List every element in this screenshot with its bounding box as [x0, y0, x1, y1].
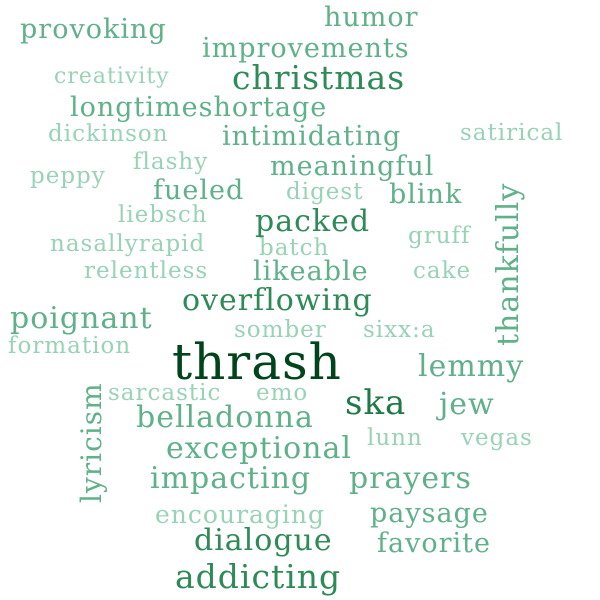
word-exceptional: exceptional	[166, 431, 352, 466]
word-lemmy: lemmy	[418, 349, 525, 384]
word-poignant: poignant	[10, 301, 153, 336]
word-creativity: creativity	[54, 64, 170, 89]
word-blink: blink	[389, 179, 463, 210]
word-cake: cake	[413, 258, 472, 284]
word-prayers: prayers	[349, 461, 472, 496]
word-packed: packed	[255, 204, 371, 239]
word-nasallyrapid: nasallyrapid	[50, 231, 206, 257]
word-sarcastic: sarcastic	[108, 380, 222, 406]
word-encouraging: encouraging	[155, 500, 326, 529]
word-overflowing: overflowing	[182, 283, 373, 318]
word-liebsch: liebsch	[118, 202, 208, 228]
word-satirical: satirical	[460, 120, 564, 146]
word-fueled: fueled	[153, 175, 245, 206]
word-gruff: gruff	[408, 223, 471, 249]
word-addicting: addicting	[175, 557, 342, 596]
word-dialogue: dialogue	[194, 523, 333, 558]
word-favorite: favorite	[377, 528, 491, 559]
word-improvements: improvements	[202, 33, 410, 64]
word-sixx-a: sixx:a	[363, 317, 436, 343]
word-vegas: vegas	[461, 425, 533, 451]
word-provoking: provoking	[20, 14, 167, 45]
word-emo: emo	[256, 380, 309, 406]
word-lyricism: lyricism	[75, 382, 108, 503]
word-relentless: relentless	[84, 258, 209, 284]
word-likeable: likeable	[253, 256, 369, 287]
word-humor: humor	[324, 2, 419, 33]
word-meaningful: meaningful	[270, 151, 435, 182]
word-somber: somber	[234, 317, 327, 343]
word-peppy: peppy	[30, 163, 106, 189]
word-thankfully: thankfully	[491, 182, 526, 346]
word-thrash: thrash	[172, 333, 342, 391]
word-batch: batch	[259, 235, 330, 261]
word-dickinson: dickinson	[48, 121, 169, 147]
word-ska: ska	[345, 383, 407, 423]
word-longtimeshortage: longtimeshortage	[70, 92, 328, 123]
word-flashy: flashy	[133, 149, 209, 175]
word-jew: jew	[439, 387, 495, 422]
word-christmas: christmas	[232, 58, 406, 97]
word-paysage: paysage	[370, 498, 489, 529]
word-impacting: impacting	[150, 461, 312, 496]
word-intimidating: intimidating	[222, 121, 402, 152]
word-belladonna: belladonna	[136, 400, 314, 435]
word-digest: digest	[286, 179, 364, 205]
word-formation: formation	[8, 333, 132, 359]
word-lunn: lunn	[367, 425, 423, 451]
